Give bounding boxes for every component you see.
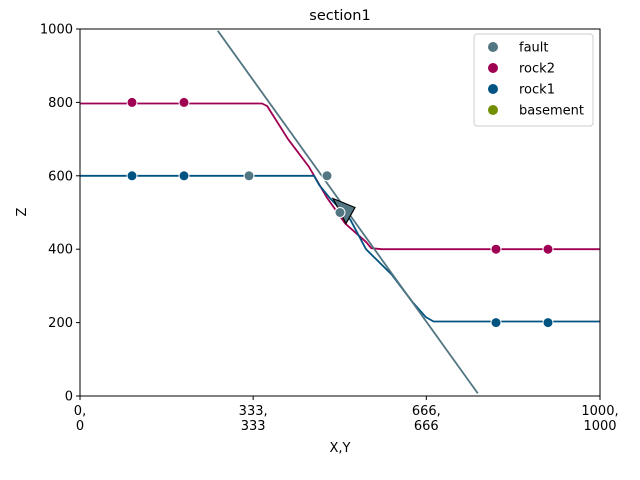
y-tick-label: 1000 xyxy=(40,23,73,38)
rock2-point xyxy=(490,243,502,255)
rock1-point xyxy=(178,170,190,182)
legend-marker-rock1 xyxy=(488,84,498,94)
rock2-point xyxy=(126,96,138,108)
legend-label-basement: basement xyxy=(519,104,584,119)
fault-point xyxy=(243,170,255,182)
legend-marker-fault xyxy=(488,42,498,52)
x-tick-label: 1000, 1000 xyxy=(581,404,618,434)
rock1-point xyxy=(490,317,502,329)
y-tick-label: 400 xyxy=(48,243,73,258)
rock1-line xyxy=(80,174,600,323)
rock2-point xyxy=(178,96,190,108)
axes-frame xyxy=(79,28,601,397)
x-tick-label: 666, 666 xyxy=(412,404,441,434)
y-tick-label: 600 xyxy=(48,169,73,184)
legend-marker-rock2 xyxy=(488,63,498,73)
legend-marker-basement xyxy=(488,105,498,115)
y-tick-label: 0 xyxy=(65,390,73,405)
plot-area xyxy=(80,30,600,394)
rock2-point xyxy=(542,243,554,255)
legend: fault rock2 rock1 basement xyxy=(473,33,594,127)
x-tick-label: 0, 0 xyxy=(74,404,86,434)
y-axis-label: Z xyxy=(15,207,30,216)
legend-label-rock1: rock1 xyxy=(519,83,555,98)
chart-title: section1 xyxy=(309,8,370,24)
rock1-point xyxy=(126,170,138,182)
y-axis: 0 200 400 600 800 1000 xyxy=(40,23,80,405)
x-axis-label: X,Y xyxy=(330,441,351,456)
x-axis: 0, 0 333, 333 666, 666 1000, 1000 xyxy=(74,396,619,434)
legend-label-fault: fault xyxy=(519,41,549,56)
rock1-point xyxy=(542,317,554,329)
fault-point xyxy=(334,207,346,218)
y-tick-label: 200 xyxy=(48,316,73,331)
legend-box xyxy=(473,33,594,127)
legend-label-rock2: rock2 xyxy=(519,62,555,77)
fault-point xyxy=(321,170,333,182)
y-tick-label: 800 xyxy=(48,96,73,111)
x-tick-label: 333, 333 xyxy=(239,404,268,434)
